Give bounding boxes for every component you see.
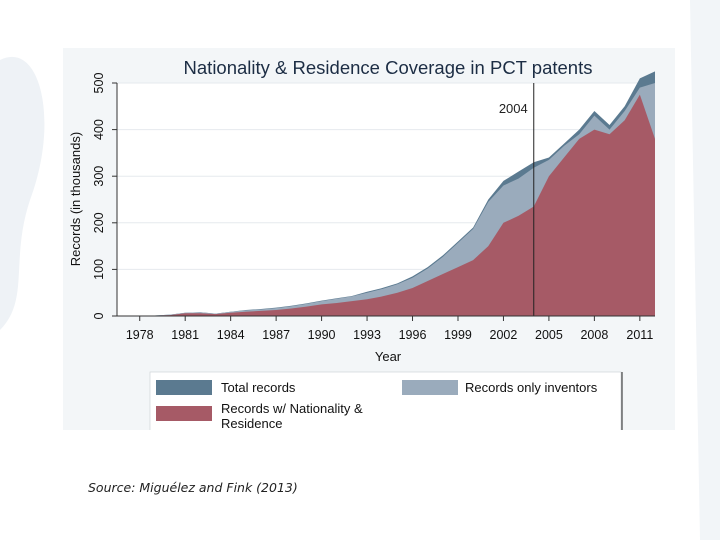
- y-tick-label: 0: [92, 312, 106, 319]
- y-tick-label: 500: [92, 73, 106, 94]
- legend-label-inventors: Records only inventors: [465, 380, 598, 395]
- area-chart: Nationality & Residence Coverage in PCT …: [68, 57, 656, 430]
- x-axis-label: Year: [375, 349, 402, 364]
- legend-swatch-inventors: [402, 380, 458, 395]
- x-tick-label: 1981: [171, 328, 199, 342]
- legend-label-total: Total records: [221, 380, 296, 395]
- x-tick-label: 1999: [444, 328, 472, 342]
- chart-panel: Nationality & Residence Coverage in PCT …: [63, 48, 675, 430]
- x-tick-label: 2011: [626, 328, 653, 342]
- x-tick-label: 2008: [580, 328, 608, 342]
- x-tick-label: 1987: [262, 328, 290, 342]
- source-citation: Source: Miguélez and Fink (2013): [88, 480, 298, 495]
- y-tick-label: 100: [92, 259, 106, 280]
- x-tick-label: 1984: [217, 328, 245, 342]
- area-series-2: [139, 94, 656, 317]
- x-tick-label: 1978: [126, 328, 154, 342]
- y-tick-label: 300: [92, 166, 106, 187]
- y-axis-label: Records (in thousands): [68, 132, 83, 266]
- annotation-label: 2004: [499, 101, 528, 116]
- x-tick-label: 1990: [308, 328, 336, 342]
- x-tick-label: 2005: [535, 328, 563, 342]
- x-tick-label: 2002: [490, 328, 518, 342]
- legend: Total records Records only inventors Rec…: [149, 371, 623, 430]
- chart-title: Nationality & Residence Coverage in PCT …: [184, 57, 593, 78]
- legend-label-nationality: Records w/ Nationality & Residence: [221, 401, 366, 430]
- legend-swatch-total: [156, 380, 212, 395]
- y-tick-label: 200: [92, 212, 106, 233]
- x-tick-label: 1996: [399, 328, 427, 342]
- legend-swatch-nationality: [156, 406, 212, 421]
- x-tick-label: 1993: [353, 328, 381, 342]
- y-tick-label: 400: [92, 119, 106, 140]
